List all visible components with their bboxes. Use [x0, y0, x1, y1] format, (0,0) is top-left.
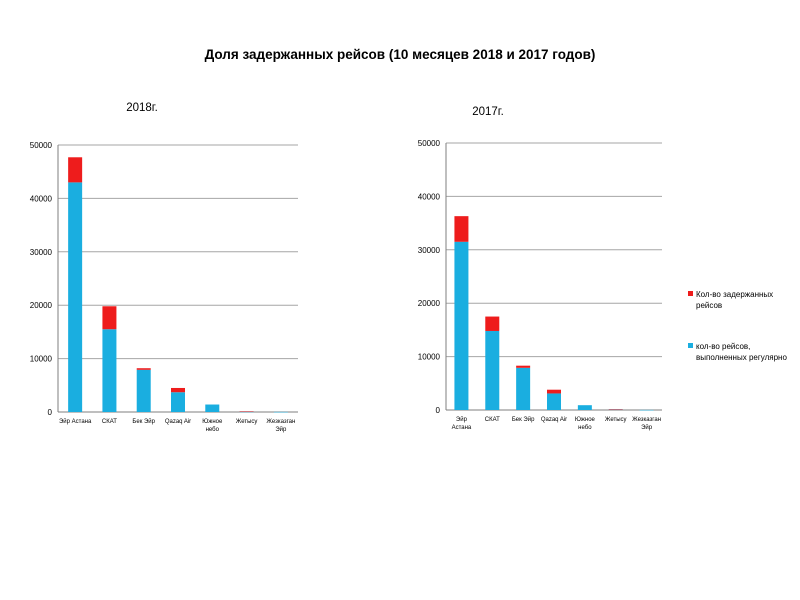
x-tick-label-2018: Жезказган Эйр — [266, 419, 295, 433]
x-tick-label-2018: Эйр Астана — [59, 418, 92, 425]
bar-regular-2017 — [516, 367, 531, 410]
bar-delayed-2017 — [485, 316, 500, 331]
bar-regular-2018 — [205, 404, 220, 412]
y-tick-label-2018: 10000 — [30, 355, 53, 364]
bar-delayed-2018 — [136, 368, 151, 370]
x-tick-label-2017: Эйр Астана — [452, 416, 472, 431]
bar-regular-2017 — [639, 409, 654, 411]
bar-delayed-2018 — [171, 387, 185, 393]
x-tick-label-2017: Бек Эйр — [512, 416, 535, 423]
x-tick-label-2017: СКАТ — [485, 417, 500, 423]
legend-swatch-regular — [688, 343, 693, 348]
y-tick-label-2018: 40000 — [30, 194, 53, 203]
x-tick-label-2018: Qazaq Air — [165, 419, 191, 425]
y-tick-label-2017: 0 — [436, 406, 441, 415]
chart-title-2018: 2018г. — [126, 102, 158, 114]
x-tick-label-2017: Южное небо — [575, 417, 596, 431]
x-tick-label-2018: Жетысу — [236, 419, 258, 425]
bar-regular-2018 — [171, 392, 185, 412]
y-tick-label-2017: 10000 — [418, 353, 441, 362]
bar-regular-2017 — [577, 405, 592, 410]
bar-delayed-2017 — [454, 216, 469, 242]
bar-delayed-2017 — [547, 389, 561, 394]
bar-regular-2017 — [454, 241, 469, 410]
legend-swatch-delayed — [688, 291, 693, 296]
y-tick-label-2017: 40000 — [418, 192, 441, 201]
bar-regular-2018 — [102, 329, 117, 412]
legend-label-regular: кол-во рейсов, выполненных регулярно — [696, 342, 787, 362]
y-tick-label-2018: 20000 — [30, 301, 53, 310]
legend: Кол-во задержанных рейсов кол-во рейсов,… — [688, 289, 798, 363]
x-tick-label-2017: Жетысу — [605, 417, 627, 423]
bar-delayed-2018 — [68, 157, 83, 183]
legend-label-delayed: Кол-во задержанных рейсов — [696, 290, 774, 310]
bar-regular-2018 — [68, 182, 83, 412]
bar-regular-2018 — [273, 411, 288, 413]
bar-delayed-2017 — [516, 365, 531, 368]
legend-item-regular: кол-во рейсов, выполненных регулярно — [688, 341, 798, 363]
bar-delayed-2018 — [239, 411, 254, 412]
x-tick-label-2018: Бек Эйр — [132, 418, 155, 425]
y-tick-label-2018: 50000 — [30, 141, 53, 150]
bar-regular-2017 — [547, 393, 561, 410]
y-tick-label-2017: 30000 — [418, 246, 441, 255]
x-tick-label-2017: Жезказган Эйр — [632, 417, 661, 431]
x-tick-label-2017: Qazaq Air — [541, 417, 567, 423]
y-tick-label-2018: 30000 — [30, 248, 53, 257]
y-tick-label-2018: 0 — [48, 408, 53, 417]
y-tick-label-2017: 50000 — [418, 139, 441, 148]
page-title: Доля задержанных рейсов (10 месяцев 2018… — [204, 47, 596, 62]
legend-item-delayed: Кол-во задержанных рейсов — [688, 289, 798, 311]
y-tick-label-2017: 20000 — [418, 299, 441, 308]
x-tick-label-2018: Южное небо — [202, 419, 223, 433]
x-tick-label-2018: СКАТ — [102, 419, 117, 425]
chart-title-2017: 2017г. — [472, 106, 504, 118]
bar-delayed-2017 — [608, 409, 623, 410]
bar-regular-2018 — [239, 411, 254, 413]
bar-regular-2017 — [485, 330, 500, 410]
bar-delayed-2018 — [102, 306, 117, 330]
bar-regular-2017 — [608, 409, 623, 410]
bar-regular-2018 — [136, 369, 151, 412]
